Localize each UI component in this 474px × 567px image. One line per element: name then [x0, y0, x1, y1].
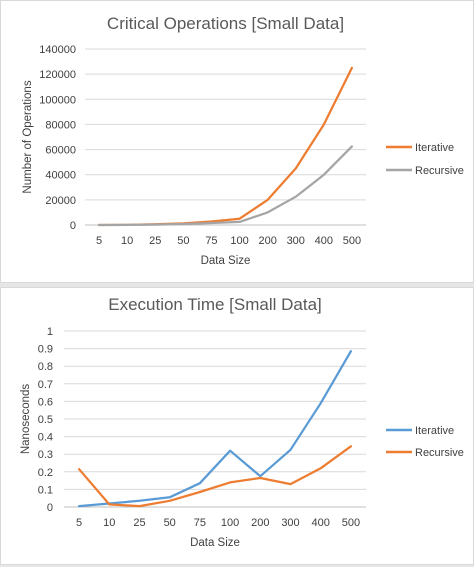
y-tick-label: 0.1 [38, 484, 53, 496]
x-tick-label: 400 [312, 517, 330, 529]
x-axis-label: Data Size [201, 255, 251, 267]
chart-title: Execution Time [Small Data] [108, 295, 322, 314]
legend-label-recursive: Recursive [415, 447, 464, 459]
chart-title: Critical Operations [Small Data] [107, 14, 344, 33]
x-tick-label: 200 [258, 235, 276, 247]
y-tick-label: 60000 [45, 145, 76, 157]
x-tick-label: 300 [281, 517, 299, 529]
critical-operations-chart: Critical Operations [Small Data] 0 20000 40… [22, 14, 464, 267]
y-tick-label: 0.2 [38, 467, 53, 479]
y-tick-label: 0.8 [38, 361, 53, 373]
x-tick-label: 75 [205, 235, 217, 247]
x-tick-label: 200 [251, 517, 269, 529]
x-tick-label: 5 [76, 517, 82, 529]
x-tick-label: 10 [103, 517, 115, 529]
x-tick-label: 5 [96, 235, 102, 247]
x-tick-label: 50 [164, 517, 176, 529]
chart-panel-critical-operations: Critical Operations [Small Data] 0 20000 40… [0, 0, 474, 283]
y-tick-label: 100000 [39, 94, 76, 106]
chart-panel-execution-time: Execution Time [Small Data] 0 0.1 0.2 0.3 0.4… [0, 287, 474, 565]
x-tick-label: 300 [287, 235, 305, 247]
y-tick-label: 0.4 [38, 432, 53, 444]
legend-label-iterative: Iterative [415, 142, 454, 154]
x-tick-label: 100 [221, 517, 239, 529]
x-tick-label: 25 [149, 235, 161, 247]
x-tick-label: 400 [315, 235, 333, 247]
series-line-recursive [77, 445, 353, 508]
x-tick-label: 50 [177, 235, 189, 247]
y-tick-label: 120000 [39, 69, 76, 81]
x-tick-label: 500 [342, 517, 360, 529]
y-tick-label: 140000 [39, 44, 76, 56]
x-tick-label: 10 [121, 235, 133, 247]
execution-time-chart: Execution Time [Small Data] 0 0.1 0.2 0.3 0.4… [20, 295, 464, 549]
y-tick-label: 0.9 [38, 344, 53, 356]
x-tick-label: 25 [133, 517, 145, 529]
y-tick-label: 0.5 [38, 414, 53, 426]
y-axis-label: Number of Operations [22, 80, 34, 193]
x-tick-label: 100 [230, 235, 248, 247]
y-tick-label: 0 [70, 220, 76, 232]
y-tick-label: 1 [47, 326, 53, 338]
legend-label-recursive: Recursive [415, 165, 464, 177]
x-tick-label: 500 [343, 235, 361, 247]
y-tick-label: 40000 [45, 170, 76, 182]
y-tick-label: 0.3 [38, 449, 53, 461]
series-line-iterative [97, 66, 354, 227]
y-tick-label: 0.7 [38, 379, 53, 391]
y-tick-label: 80000 [45, 119, 76, 131]
y-axis-label: Nanoseconds [20, 384, 32, 455]
x-tick-label: 75 [194, 517, 206, 529]
legend-label-iterative: Iterative [415, 425, 454, 437]
y-tick-label: 20000 [45, 195, 76, 207]
y-tick-label: 0 [47, 502, 53, 514]
series-line-iterative [77, 350, 353, 508]
x-axis-label: Data Size [190, 537, 240, 549]
series-line-recursive [97, 145, 354, 227]
y-tick-label: 0.6 [38, 396, 53, 408]
